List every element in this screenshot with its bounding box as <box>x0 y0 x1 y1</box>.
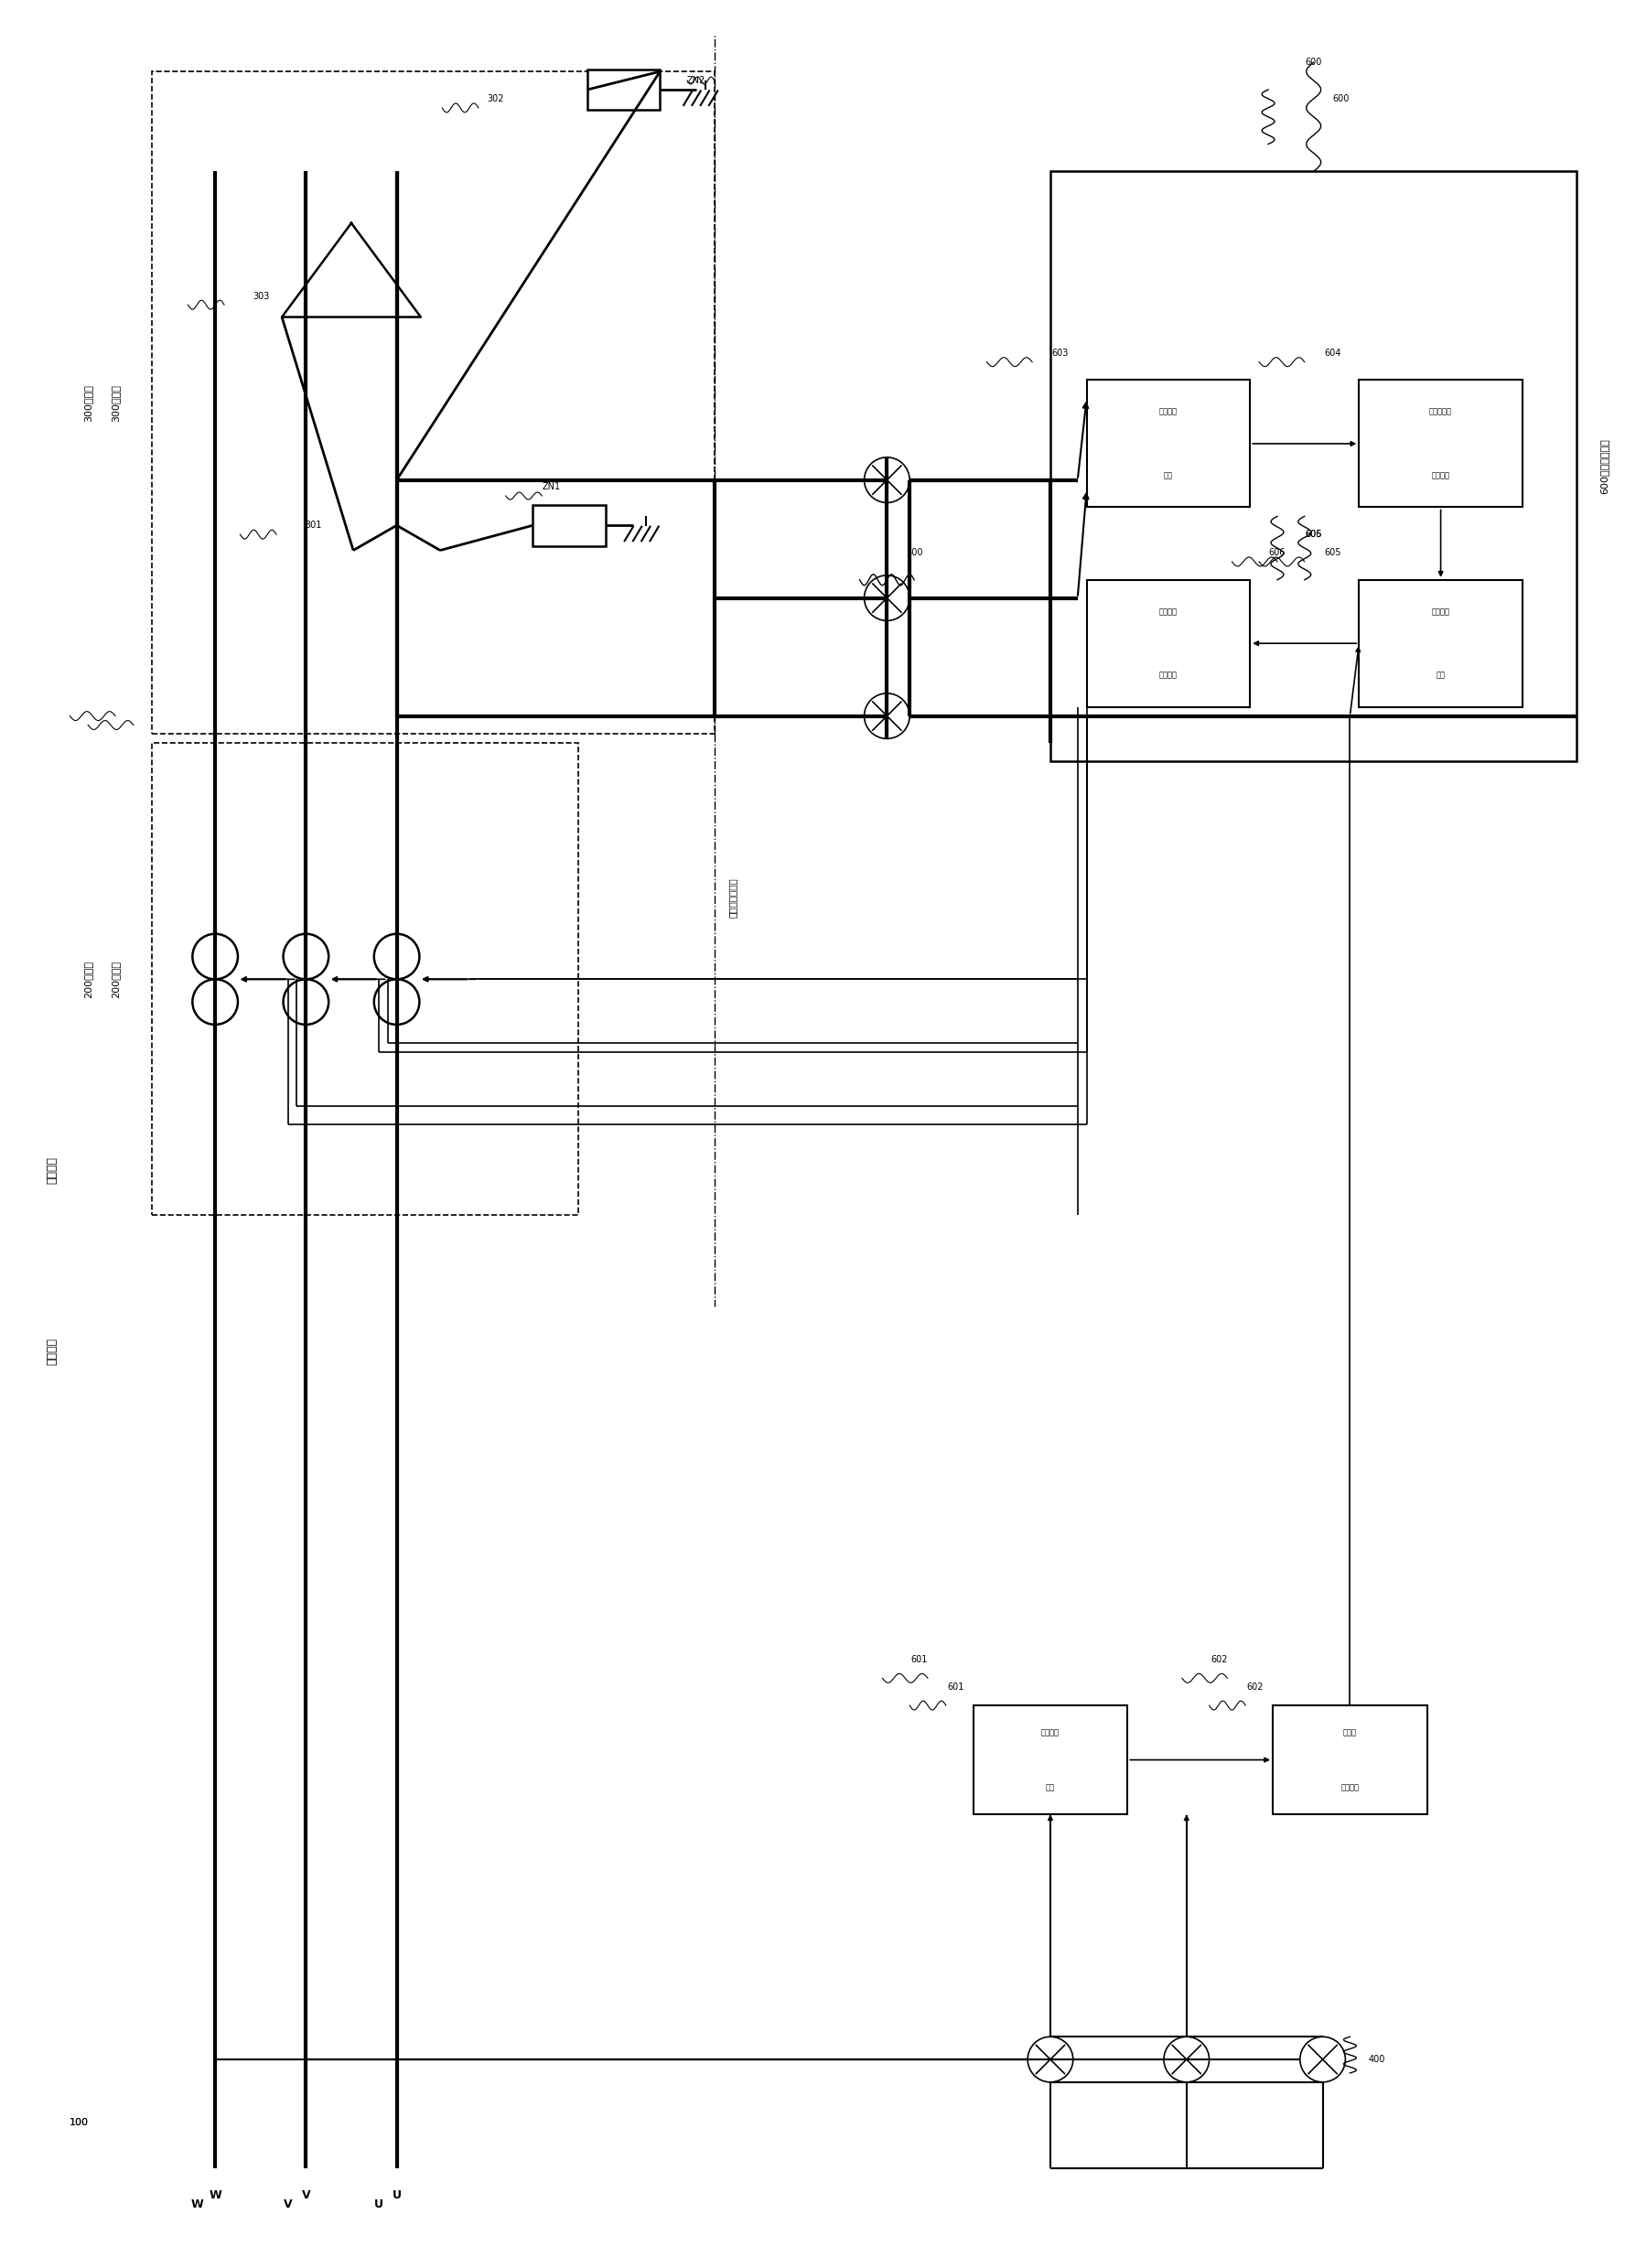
Text: 604: 604 <box>1324 349 1341 358</box>
Text: 单元: 单元 <box>1164 472 1173 479</box>
Text: 601: 601 <box>947 1683 964 1692</box>
Bar <box>1087 581 1250 708</box>
Bar <box>1358 381 1523 508</box>
Text: 100: 100 <box>70 2118 89 2127</box>
Text: 602: 602 <box>1211 1656 1227 1665</box>
Text: 600: 600 <box>1332 95 1349 104</box>
Text: 残留磁通量: 残留磁通量 <box>1430 408 1453 415</box>
Bar <box>1050 172 1576 762</box>
Text: 500: 500 <box>905 549 923 558</box>
Text: 单元: 单元 <box>1047 1783 1055 1792</box>
Text: 200断路器: 200断路器 <box>83 959 93 998</box>
Bar <box>533 506 606 547</box>
Text: 接通部分: 接通部分 <box>1159 608 1178 615</box>
Text: V: V <box>283 2198 292 2211</box>
Text: U: U <box>392 2189 401 2202</box>
Text: 相位检测: 相位检测 <box>1432 608 1450 615</box>
Text: 301: 301 <box>306 522 322 531</box>
Text: 602: 602 <box>1246 1683 1264 1692</box>
Text: U: U <box>374 2198 384 2211</box>
Text: 606: 606 <box>1305 531 1323 540</box>
Text: ZN2: ZN2 <box>687 77 705 86</box>
Text: 电压测量: 电压测量 <box>1159 408 1178 415</box>
Bar <box>1358 581 1523 708</box>
Text: 300变压器: 300变压器 <box>83 383 93 422</box>
Text: 电力系统: 电力系统 <box>46 1338 58 1365</box>
Text: 计算单元: 计算单元 <box>1432 472 1450 479</box>
Text: 磁通量: 磁通量 <box>1344 1728 1357 1737</box>
Text: 400: 400 <box>1368 2055 1386 2064</box>
Text: W: W <box>210 2189 221 2202</box>
Text: 300变压器: 300变压器 <box>111 383 120 422</box>
Text: ZN1: ZN1 <box>541 483 561 492</box>
Text: 606: 606 <box>1268 549 1285 558</box>
Text: 100: 100 <box>70 2118 89 2127</box>
Text: 600接通控制装置: 600接通控制装置 <box>1599 438 1609 494</box>
Text: V: V <box>302 2189 310 2202</box>
Text: 303: 303 <box>254 293 270 302</box>
Text: 605: 605 <box>1305 531 1323 540</box>
Text: 302: 302 <box>487 95 504 104</box>
Text: 600: 600 <box>1305 59 1323 68</box>
Bar <box>1087 381 1250 508</box>
Bar <box>587 70 660 111</box>
Text: 电力系统: 电力系统 <box>46 1157 58 1184</box>
Text: 电压测量: 电压测量 <box>1042 1728 1060 1737</box>
Bar <box>151 744 579 1216</box>
Text: 603: 603 <box>1051 349 1069 358</box>
Text: 计算单元: 计算单元 <box>1341 1783 1358 1792</box>
Text: 601: 601 <box>912 1656 928 1665</box>
Bar <box>973 1706 1128 1814</box>
Text: W: W <box>190 2198 203 2211</box>
Text: 控制单元: 控制单元 <box>1159 671 1178 678</box>
Bar <box>1272 1706 1427 1814</box>
Text: 200断路器: 200断路器 <box>111 959 120 998</box>
Text: （中性点阻抗）: （中性点阻抗） <box>728 878 738 919</box>
Text: 单元: 单元 <box>1436 671 1445 678</box>
Bar <box>151 73 715 735</box>
Text: 605: 605 <box>1324 549 1341 558</box>
